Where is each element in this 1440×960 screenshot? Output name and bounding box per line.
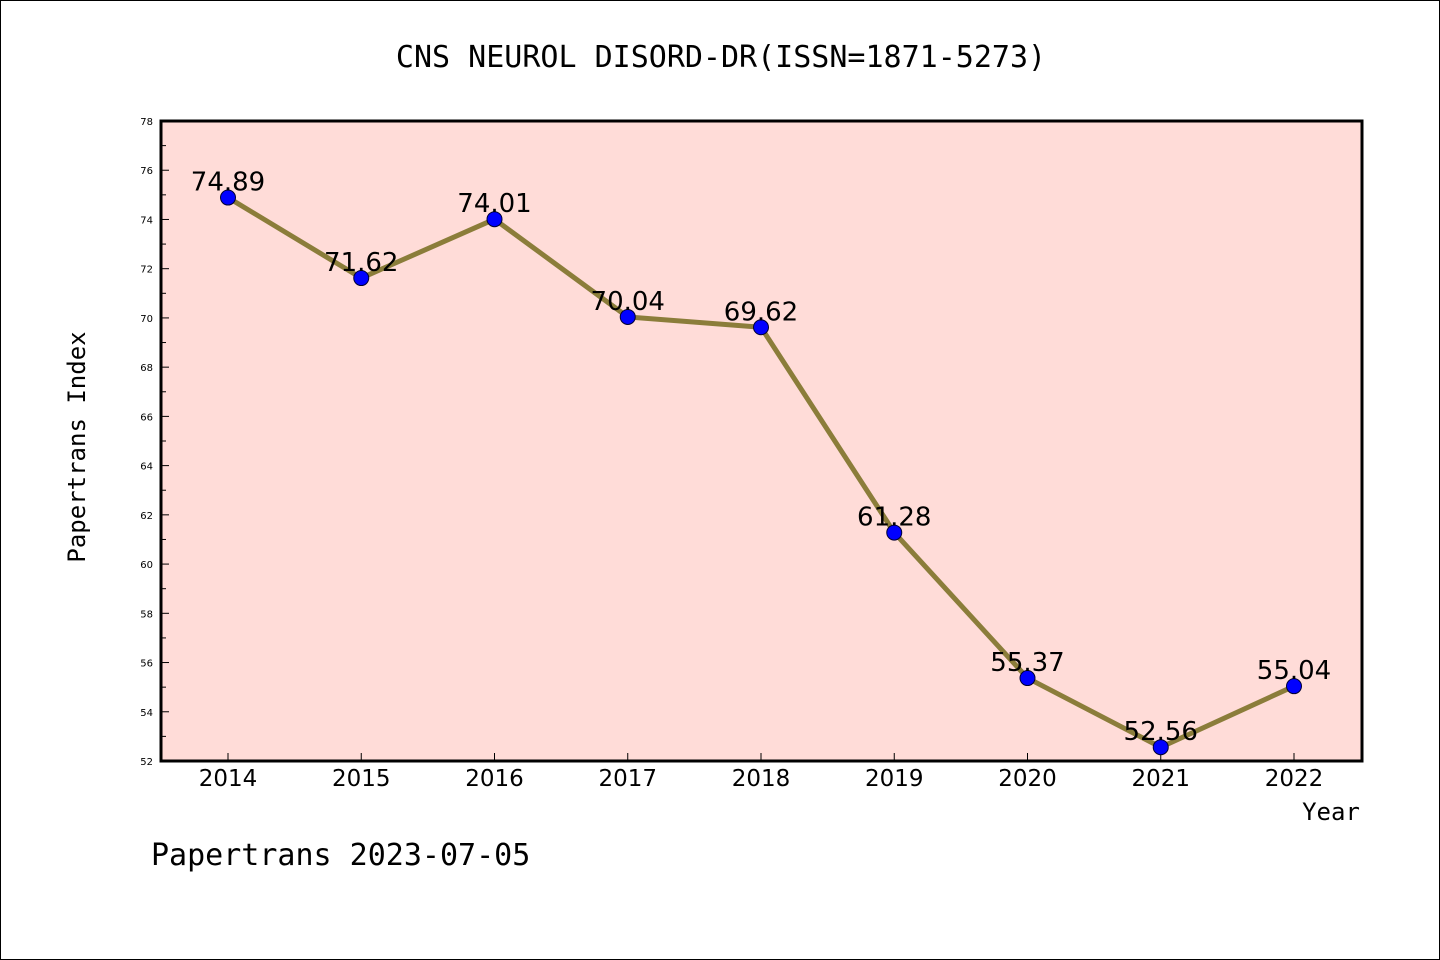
data-label: 55.37	[990, 648, 1064, 678]
y-tick-label: 58	[140, 609, 153, 620]
data-label: 55.04	[1257, 656, 1331, 686]
y-tick-label: 78	[140, 117, 153, 128]
x-tick-label: 2015	[332, 766, 391, 792]
x-axis-ticks: 2014 2015 2016 2017 2018 2019 2020 2021 2022	[199, 753, 1324, 792]
x-tick-label: 2022	[1265, 766, 1324, 792]
x-tick-label: 2016	[465, 766, 524, 792]
x-tick-label: 2021	[1131, 766, 1190, 792]
y-tick-label: 56	[140, 659, 153, 670]
y-tick-label: 52	[140, 757, 153, 768]
data-point	[886, 524, 903, 541]
data-point	[753, 319, 769, 336]
y-tick-label: 62	[140, 511, 153, 522]
x-tick-label: 2014	[199, 766, 258, 792]
y-tick-label: 54	[140, 708, 153, 719]
data-point	[1286, 678, 1302, 695]
data-label: 74.01	[457, 189, 531, 219]
data-label: 69.62	[724, 297, 798, 327]
data-point	[1152, 739, 1169, 756]
data-label: 71.62	[324, 248, 398, 278]
data-label: 70.04	[591, 287, 665, 317]
y-tick-label: 72	[140, 265, 153, 276]
plot-frame	[159, 119, 1364, 763]
y-axis-ticks: 52 54 56 58 60 62 64 66 68 70 72 74 76 78	[140, 117, 169, 768]
data-label: 52.56	[1124, 717, 1198, 747]
footer-text: Papertrans 2023-07-05	[151, 838, 530, 873]
y-tick-label: 66	[140, 412, 153, 423]
data-point	[486, 211, 503, 228]
y-tick-label: 70	[140, 314, 153, 325]
y-tick-label: 60	[140, 560, 153, 571]
y-axis-title: Papertrans Index	[63, 331, 91, 562]
data-label: 74.89	[191, 168, 265, 198]
data-labels: 74.89 71.62 74.01 70.04 69.62 61.28 55.37 52.56…	[191, 168, 1331, 748]
data-point	[619, 308, 636, 325]
x-tick-label: 2018	[732, 766, 791, 792]
y-tick-label: 76	[140, 166, 153, 177]
data-point	[353, 270, 370, 287]
y-tick-label: 74	[140, 215, 153, 226]
data-point	[1019, 670, 1036, 687]
x-axis-title: Year	[1302, 798, 1360, 826]
series-layer	[220, 189, 1302, 756]
chart-title: CNS NEUROL DISORD-DR(ISSN=1871-5273)	[396, 40, 1046, 75]
x-tick-label: 2019	[865, 766, 924, 792]
plot-area	[161, 121, 1362, 761]
data-point	[220, 189, 236, 206]
y-tick-label: 64	[140, 462, 153, 473]
x-tick-label: 2017	[598, 766, 657, 792]
data-label: 61.28	[857, 503, 931, 533]
y-tick-label: 68	[140, 363, 153, 374]
x-tick-label: 2020	[998, 766, 1057, 792]
